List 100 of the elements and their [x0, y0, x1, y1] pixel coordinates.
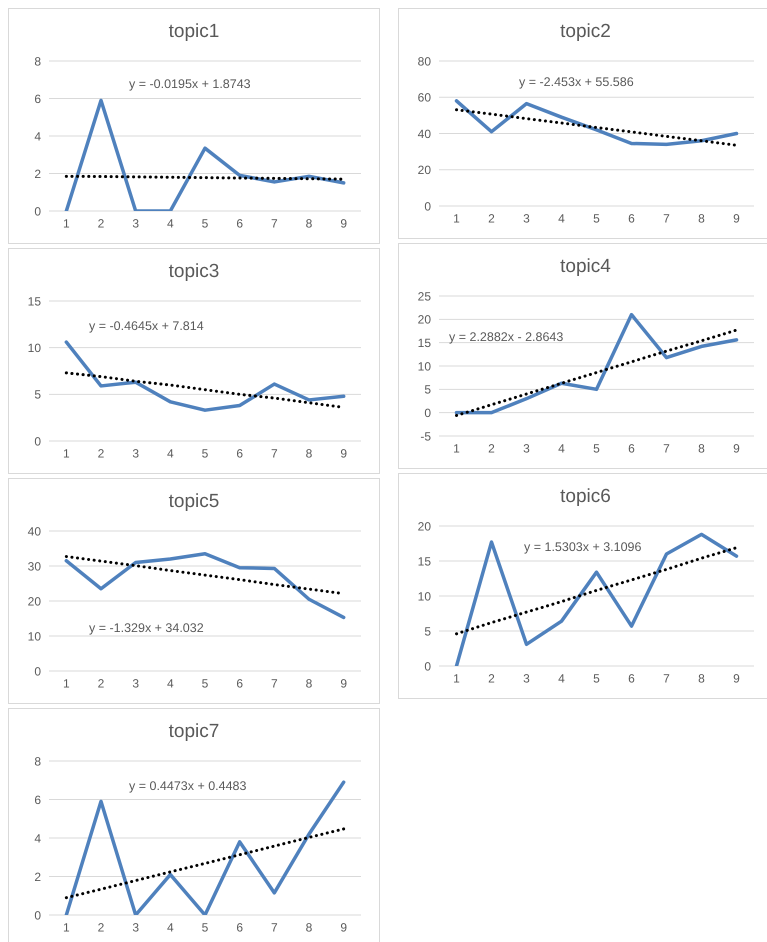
- x-tick-label: 9: [733, 212, 740, 226]
- y-tick-label: 80: [418, 54, 432, 68]
- x-tick-label: 1: [453, 442, 460, 456]
- y-tick-label: 10: [418, 359, 432, 374]
- y-tick-label: 20: [418, 163, 432, 178]
- y-tick-label: 4: [34, 831, 42, 846]
- x-tick-label: 4: [558, 442, 566, 456]
- x-tick-label: 8: [306, 446, 313, 461]
- x-tick-label: 9: [340, 676, 348, 691]
- annotation: y = -1.329x + 34.032: [89, 621, 204, 635]
- x-tick-label: 3: [132, 216, 140, 231]
- annotation: y = 2.2882x - 2.8643: [449, 330, 564, 344]
- y-tick-label: 0: [34, 908, 42, 922]
- x-tick-label: 8: [306, 216, 313, 231]
- y-tick-label: 8: [34, 54, 42, 68]
- x-tick-label: 4: [166, 216, 174, 231]
- x-tick-label: 2: [98, 446, 105, 461]
- x-tick-label: 7: [270, 216, 278, 231]
- x-tick-label: 7: [270, 920, 278, 935]
- y-tick-label: 25: [418, 289, 432, 304]
- x-tick-label: 5: [593, 442, 600, 456]
- chart-title: topic5: [168, 491, 220, 514]
- y-tick-label: 60: [418, 90, 432, 105]
- x-tick-label: 9: [340, 446, 348, 461]
- annotation: y = -0.0195x + 1.8743: [129, 77, 251, 91]
- x-tick-label: 3: [132, 446, 140, 461]
- x-tick-label: 5: [202, 920, 209, 935]
- y-tick-label: 2: [34, 166, 42, 181]
- y-tick-label: 2: [34, 870, 42, 884]
- y-tick-label: 0: [34, 434, 42, 448]
- chart-title: topic3: [168, 261, 220, 284]
- x-tick-label: 9: [340, 216, 348, 231]
- x-tick-label: 9: [733, 672, 740, 686]
- chart-title: topic2: [559, 21, 612, 44]
- x-tick-label: 5: [593, 672, 600, 686]
- x-tick-label: 4: [166, 920, 174, 935]
- x-tick-label: 7: [663, 672, 670, 686]
- x-tick-label: 8: [698, 672, 706, 686]
- x-tick-label: 2: [98, 216, 105, 231]
- x-tick-label: 6: [628, 212, 636, 226]
- x-tick-label: 6: [236, 446, 244, 461]
- y-tick-label: 6: [34, 792, 42, 807]
- y-tick-label: 40: [28, 524, 42, 538]
- annotation: y = 1.5303x + 3.1096: [524, 540, 642, 554]
- y-tick-label: 0: [34, 664, 42, 678]
- x-tick-label: 6: [628, 672, 636, 686]
- y-tick-label: 0: [424, 659, 432, 674]
- x-tick-label: 2: [98, 676, 105, 691]
- x-tick-label: 4: [166, 446, 174, 461]
- x-tick-label: 1: [453, 212, 460, 226]
- y-tick-label: 5: [34, 388, 42, 402]
- y-tick-label: 0: [424, 406, 432, 420]
- x-tick-label: 5: [593, 212, 600, 226]
- x-tick-label: 3: [523, 442, 530, 456]
- x-tick-label: 7: [663, 442, 670, 456]
- y-tick-label: 15: [418, 554, 432, 568]
- x-tick-label: 1: [62, 216, 70, 231]
- y-tick-label: 15: [28, 294, 42, 308]
- x-tick-label: 1: [62, 676, 70, 691]
- annotation: y = -2.453x + 55.586: [519, 75, 634, 89]
- x-tick-label: 3: [132, 676, 140, 691]
- x-tick-label: 2: [488, 212, 496, 226]
- x-tick-label: 3: [523, 672, 530, 686]
- y-tick-label: 4: [34, 129, 42, 144]
- x-tick-label: 3: [132, 920, 140, 935]
- x-tick-label: 7: [663, 212, 670, 226]
- line-series: [64, 827, 346, 900]
- chart-title: topic7: [168, 721, 220, 744]
- line-series: [64, 98, 346, 211]
- x-tick-label: 4: [166, 676, 174, 691]
- y-tick-label: 0: [424, 199, 432, 214]
- y-tick-label: 40: [418, 126, 432, 141]
- x-tick-label: 6: [236, 920, 244, 935]
- x-tick-label: 5: [202, 676, 209, 691]
- x-tick-label: 9: [733, 442, 740, 456]
- y-tick-label: 20: [418, 519, 432, 534]
- y-tick-label: 0: [34, 204, 42, 218]
- line-series: [64, 552, 346, 620]
- y-tick-label: -5: [420, 429, 432, 444]
- x-tick-label: 4: [558, 212, 566, 226]
- x-tick-label: 7: [270, 676, 278, 691]
- line-series: [455, 108, 738, 147]
- x-tick-label: 8: [698, 442, 706, 456]
- y-tick-label: 5: [424, 624, 432, 638]
- x-tick-label: 2: [98, 920, 105, 935]
- annotation: y = 0.4473x + 0.4483: [129, 779, 246, 793]
- x-tick-label: 1: [62, 920, 70, 935]
- x-tick-label: 2: [488, 672, 496, 686]
- line-series: [64, 780, 346, 915]
- x-tick-label: 1: [62, 446, 70, 461]
- line-series: [454, 532, 738, 666]
- y-tick-label: 20: [418, 312, 432, 327]
- y-tick-label: 10: [28, 340, 42, 355]
- x-tick-label: 6: [236, 216, 244, 231]
- x-tick-label: 6: [236, 676, 244, 691]
- y-tick-label: 5: [424, 382, 432, 397]
- y-tick-label: 10: [418, 589, 432, 604]
- x-tick-label: 8: [306, 676, 313, 691]
- line-series: [454, 99, 738, 146]
- x-tick-label: 3: [523, 212, 530, 226]
